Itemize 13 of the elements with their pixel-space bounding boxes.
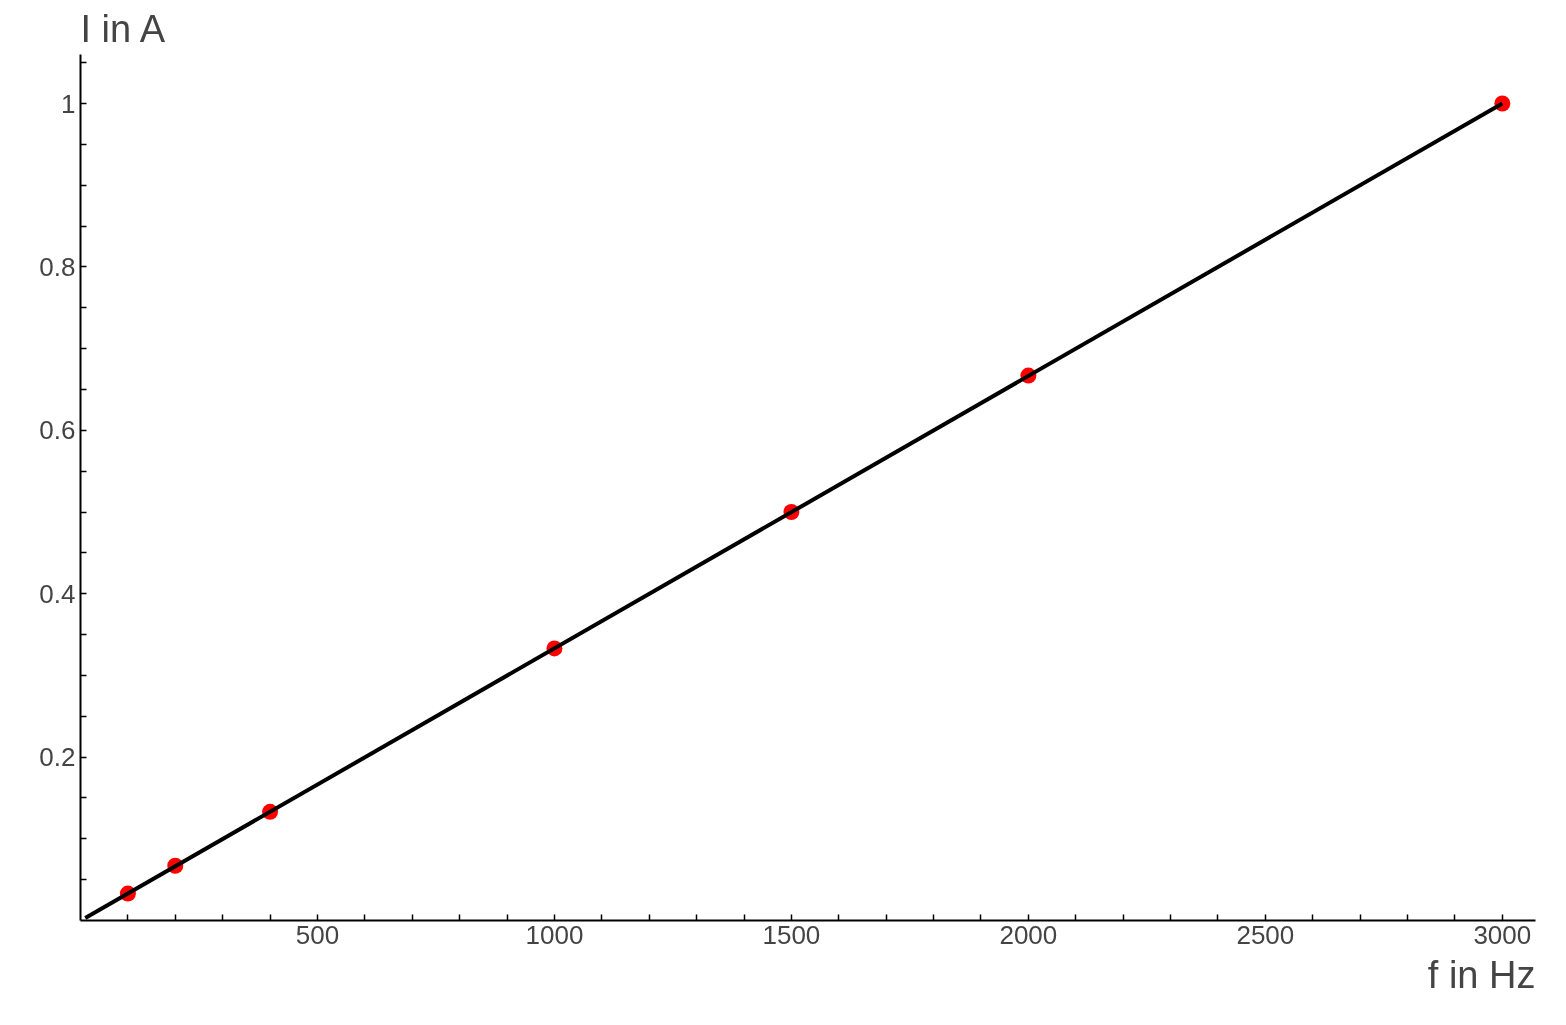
y-tick-label: 0.4 (39, 578, 76, 609)
x-tick-label: 2500 (1236, 919, 1295, 950)
x-tick-label: 3000 (1473, 919, 1532, 950)
x-tick-label: 2000 (999, 919, 1058, 950)
x-tick-label: 500 (295, 919, 340, 950)
y-tick-label: 0.6 (39, 415, 76, 446)
y-tick-label: 1 (61, 88, 76, 119)
x-axis-title: f in Hz (1427, 953, 1536, 996)
y-axis-title: I in A (80, 7, 166, 50)
y-tick-label: 0.8 (39, 251, 76, 282)
x-tick-label: 1000 (525, 919, 584, 950)
x-tick-label: 1500 (762, 919, 821, 950)
y-tick-label: 0.2 (39, 742, 76, 773)
